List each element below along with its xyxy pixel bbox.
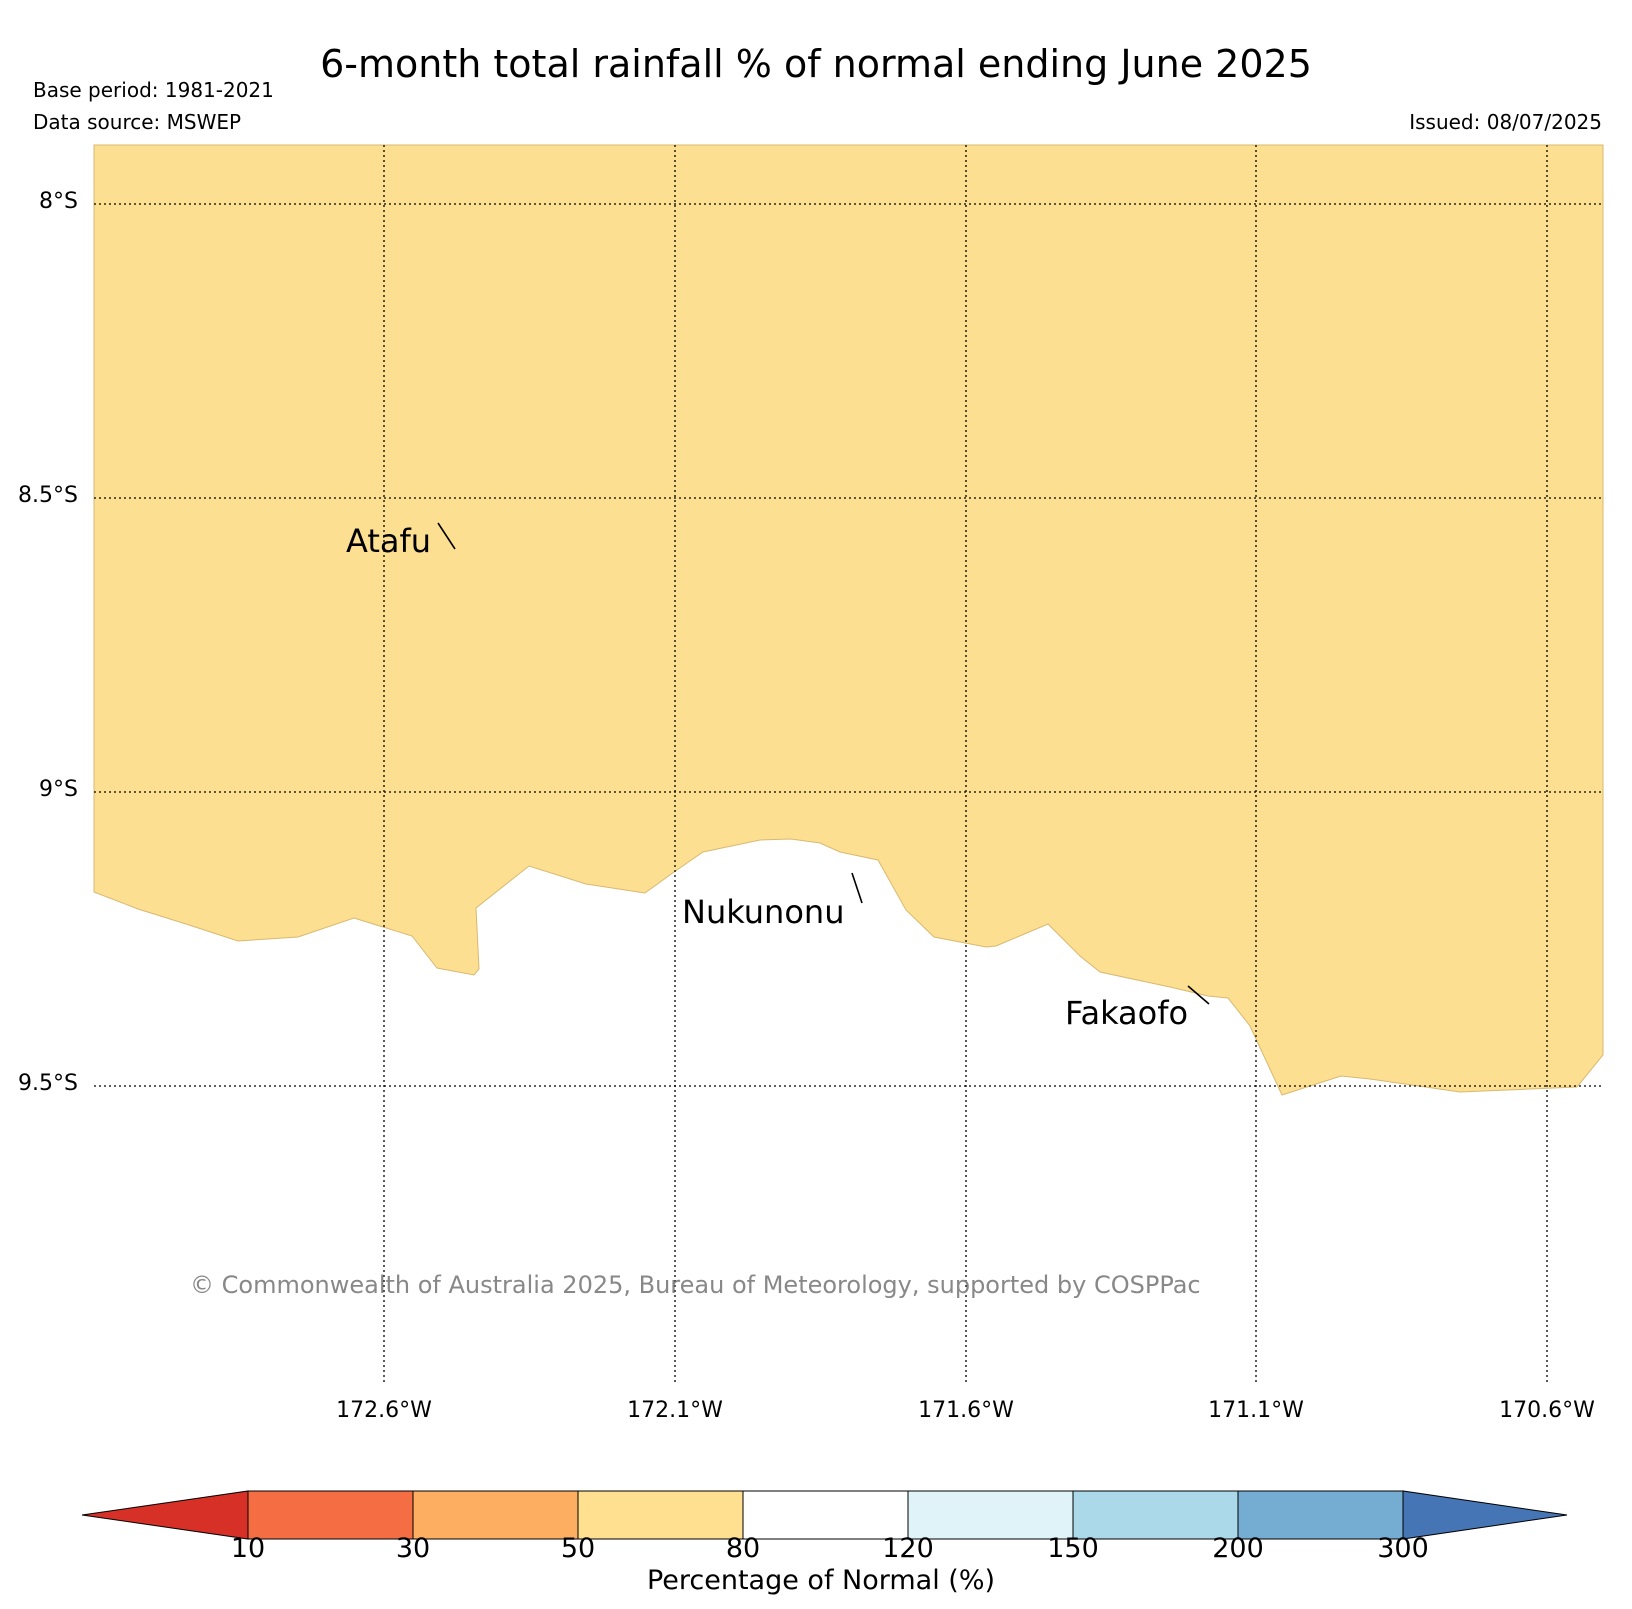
colorbar-segment bbox=[1072, 1490, 1239, 1540]
colorbar-segment bbox=[1237, 1490, 1404, 1540]
colorbar-tick: 120 bbox=[882, 1533, 934, 1564]
colorbar-tick: 50 bbox=[560, 1533, 596, 1564]
colorbar-tick: 150 bbox=[1047, 1533, 1099, 1564]
fakaofo-marker bbox=[1187, 985, 1210, 1005]
data-source-text: Data source: MSWEP bbox=[33, 110, 242, 134]
issued-date-text: Issued: 08/07/2025 bbox=[1409, 110, 1602, 134]
lat-label: 9°S bbox=[39, 777, 78, 802]
atafu-marker bbox=[437, 522, 456, 550]
place-label-fakaofo: Fakaofo bbox=[1065, 994, 1189, 1032]
colorbar-segment bbox=[247, 1490, 414, 1540]
colorbar-tick: 80 bbox=[725, 1533, 761, 1564]
lon-label: 172.6°W bbox=[336, 1398, 432, 1423]
colorbar-extend-low bbox=[81, 1490, 249, 1540]
colorbar-segment bbox=[577, 1490, 744, 1540]
colorbar-tick: 10 bbox=[230, 1533, 266, 1564]
copyright-text: © Commonwealth of Australia 2025, Bureau… bbox=[190, 1271, 1201, 1299]
colorbar-tick: 200 bbox=[1212, 1533, 1264, 1564]
base-period-text: Base period: 1981-2021 bbox=[33, 78, 274, 102]
lat-label: 8°S bbox=[39, 189, 78, 214]
lon-label: 171.1°W bbox=[1208, 1398, 1304, 1423]
map-title: 6-month total rainfall % of normal endin… bbox=[320, 42, 1312, 86]
lon-label: 172.1°W bbox=[627, 1398, 723, 1423]
rainfall-fill-region bbox=[93, 144, 1604, 1096]
colorbar-extend-high bbox=[1402, 1490, 1568, 1540]
lat-label: 8.5°S bbox=[18, 483, 78, 508]
colorbar bbox=[81, 1490, 1568, 1540]
lat-label: 9.5°S bbox=[18, 1071, 78, 1096]
colorbar-label: Percentage of Normal (%) bbox=[646, 1565, 996, 1596]
nukunonu-marker bbox=[851, 872, 863, 904]
colorbar-tick: 30 bbox=[395, 1533, 431, 1564]
colorbar-segment bbox=[412, 1490, 579, 1540]
colorbar-tick: 300 bbox=[1377, 1533, 1429, 1564]
lon-label: 171.6°W bbox=[918, 1398, 1014, 1423]
place-label-nukunonu: Nukunonu bbox=[682, 893, 845, 931]
colorbar-segment bbox=[742, 1490, 909, 1540]
place-label-atafu: Atafu bbox=[346, 522, 432, 560]
colorbar-segment bbox=[907, 1490, 1074, 1540]
lon-label: 170.6°W bbox=[1499, 1398, 1595, 1423]
